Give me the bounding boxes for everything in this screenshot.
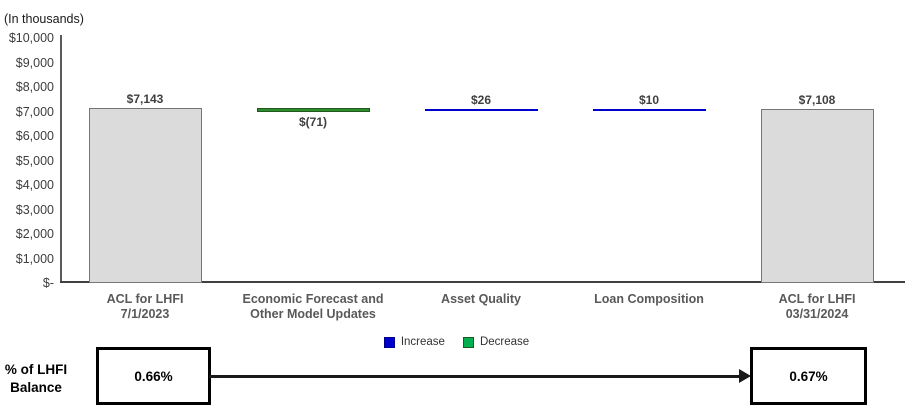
y-tick-label: $4,000: [15, 178, 54, 192]
start-percentage-box: 0.66%: [96, 347, 211, 405]
end-percentage-value: 0.67%: [789, 368, 828, 384]
y-tick-label: $7,000: [15, 104, 54, 119]
y-tick-label: $3,000: [15, 202, 54, 217]
increase-bar: [592, 108, 706, 111]
y-tick-label: $9,000: [15, 55, 54, 70]
y-axis-line: [60, 35, 62, 283]
decrease-bar: [256, 107, 370, 112]
bar-value-label: $26: [470, 93, 492, 108]
legend-swatch-icon: [462, 336, 474, 348]
chart-legend: Increase Decrease: [0, 334, 913, 350]
category-label-line: 03/31/2024: [785, 307, 849, 321]
category-label: ACL for LHFI 7/1/2023: [40, 292, 250, 322]
category-label: ACL for LHFI 03/31/2024: [712, 292, 913, 322]
y-tick-label: $1,000: [15, 251, 54, 266]
y-tick-label: $6,000: [15, 129, 54, 143]
y-tick-label: $5,000: [15, 153, 54, 168]
arrow-head-icon: [739, 369, 751, 383]
bar-value-label: $10: [638, 92, 660, 107]
category-label: Economic Forecast and Other Model Updates: [208, 292, 418, 322]
x-axis-line: [60, 281, 905, 283]
y-tick-label: $8,000: [15, 80, 54, 94]
footer-row-label-line2: Balance: [10, 380, 62, 395]
legend-label: Increase: [400, 336, 445, 348]
legend-item-increase: Increase: [383, 336, 445, 348]
bar-value-label: $(71): [298, 114, 327, 129]
y-tick-label: $-: [42, 276, 54, 290]
start-percentage-value: 0.66%: [134, 368, 173, 384]
footer-row-label: % of LHFI Balance: [0, 361, 72, 397]
y-tick-label: $2,000: [15, 227, 54, 241]
total-bar: [88, 107, 202, 283]
y-tick-label: $10,000: [8, 31, 54, 45]
legend-swatch-icon: [383, 336, 395, 348]
legend-item-decrease: Decrease: [462, 336, 530, 348]
bar-value-label: $7,108: [798, 92, 836, 107]
category-label: Loan Composition: [544, 292, 754, 307]
total-bar: [760, 108, 874, 283]
category-label-line: ACL for LHFI: [778, 292, 856, 306]
legend-label: Decrease: [479, 336, 530, 348]
bar-value-label: $7,143: [126, 91, 164, 106]
arrow-shaft: [209, 375, 742, 378]
category-label-line: Loan Composition: [594, 292, 704, 306]
category-label: Asset Quality: [376, 292, 586, 307]
footer-row-label-line1: % of LHFI: [4, 362, 68, 377]
category-label-line: 7/1/2023: [120, 307, 170, 321]
category-label-line: ACL for LHFI: [106, 292, 184, 306]
category-label-line: Asset Quality: [441, 292, 521, 306]
axis-unit-note: (In thousands): [4, 12, 84, 26]
category-label-line: Economic Forecast and: [242, 292, 384, 306]
increase-bar: [424, 109, 538, 112]
category-label-line: Other Model Updates: [250, 307, 376, 321]
end-percentage-box: 0.67%: [750, 347, 867, 405]
